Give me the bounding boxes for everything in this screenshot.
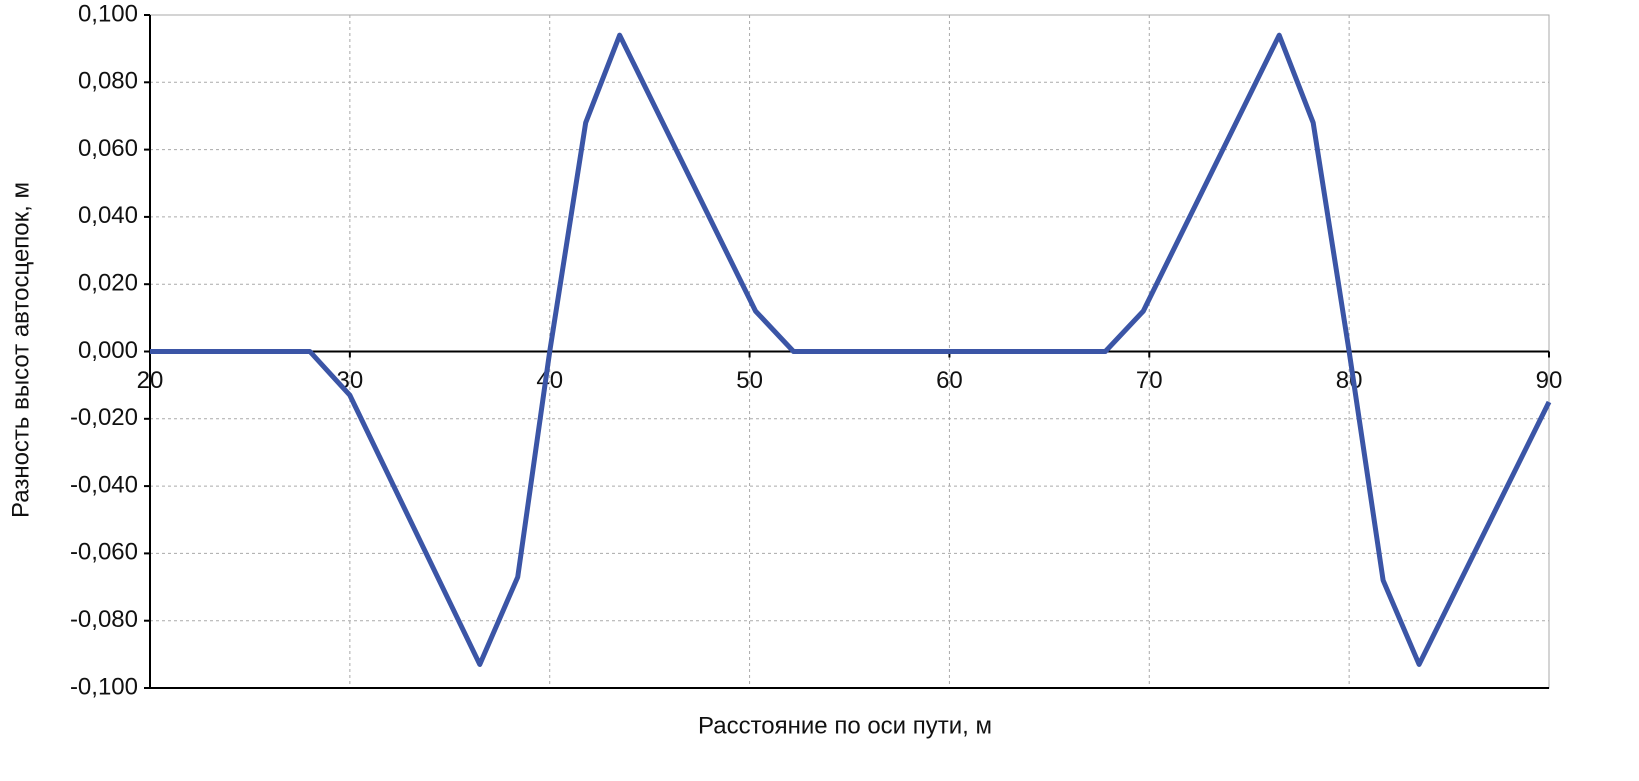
y-tick-label: -0,020	[70, 404, 138, 431]
y-tick-label: 0,020	[78, 270, 138, 297]
x-tick-label: 40	[536, 367, 563, 394]
y-tick-label: 0,060	[78, 135, 138, 162]
y-tick-label: 0,000	[78, 337, 138, 364]
y-tick-label: -0,080	[70, 606, 138, 633]
y-tick-label: 0,080	[78, 68, 138, 95]
x-tick-label: 90	[1536, 367, 1563, 394]
y-axis-title: Разность высот автосцепок, м	[7, 182, 34, 518]
y-tick-label: 0,040	[78, 202, 138, 229]
y-tick-label: -0,100	[70, 673, 138, 700]
data-line	[150, 32, 1552, 667]
y-tick-label: 0,100	[78, 0, 138, 27]
y-tick-label: -0,040	[70, 471, 138, 498]
x-tick-label: 30	[337, 367, 364, 394]
y-tick-label: -0,060	[70, 539, 138, 566]
x-tick-label: 60	[936, 367, 963, 394]
x-tick-label: 80	[1336, 367, 1363, 394]
x-tick-label: 70	[1136, 367, 1163, 394]
x-tick-label: 50	[736, 367, 763, 394]
x-axis-title: Расстояние по оси пути, м	[698, 712, 992, 739]
